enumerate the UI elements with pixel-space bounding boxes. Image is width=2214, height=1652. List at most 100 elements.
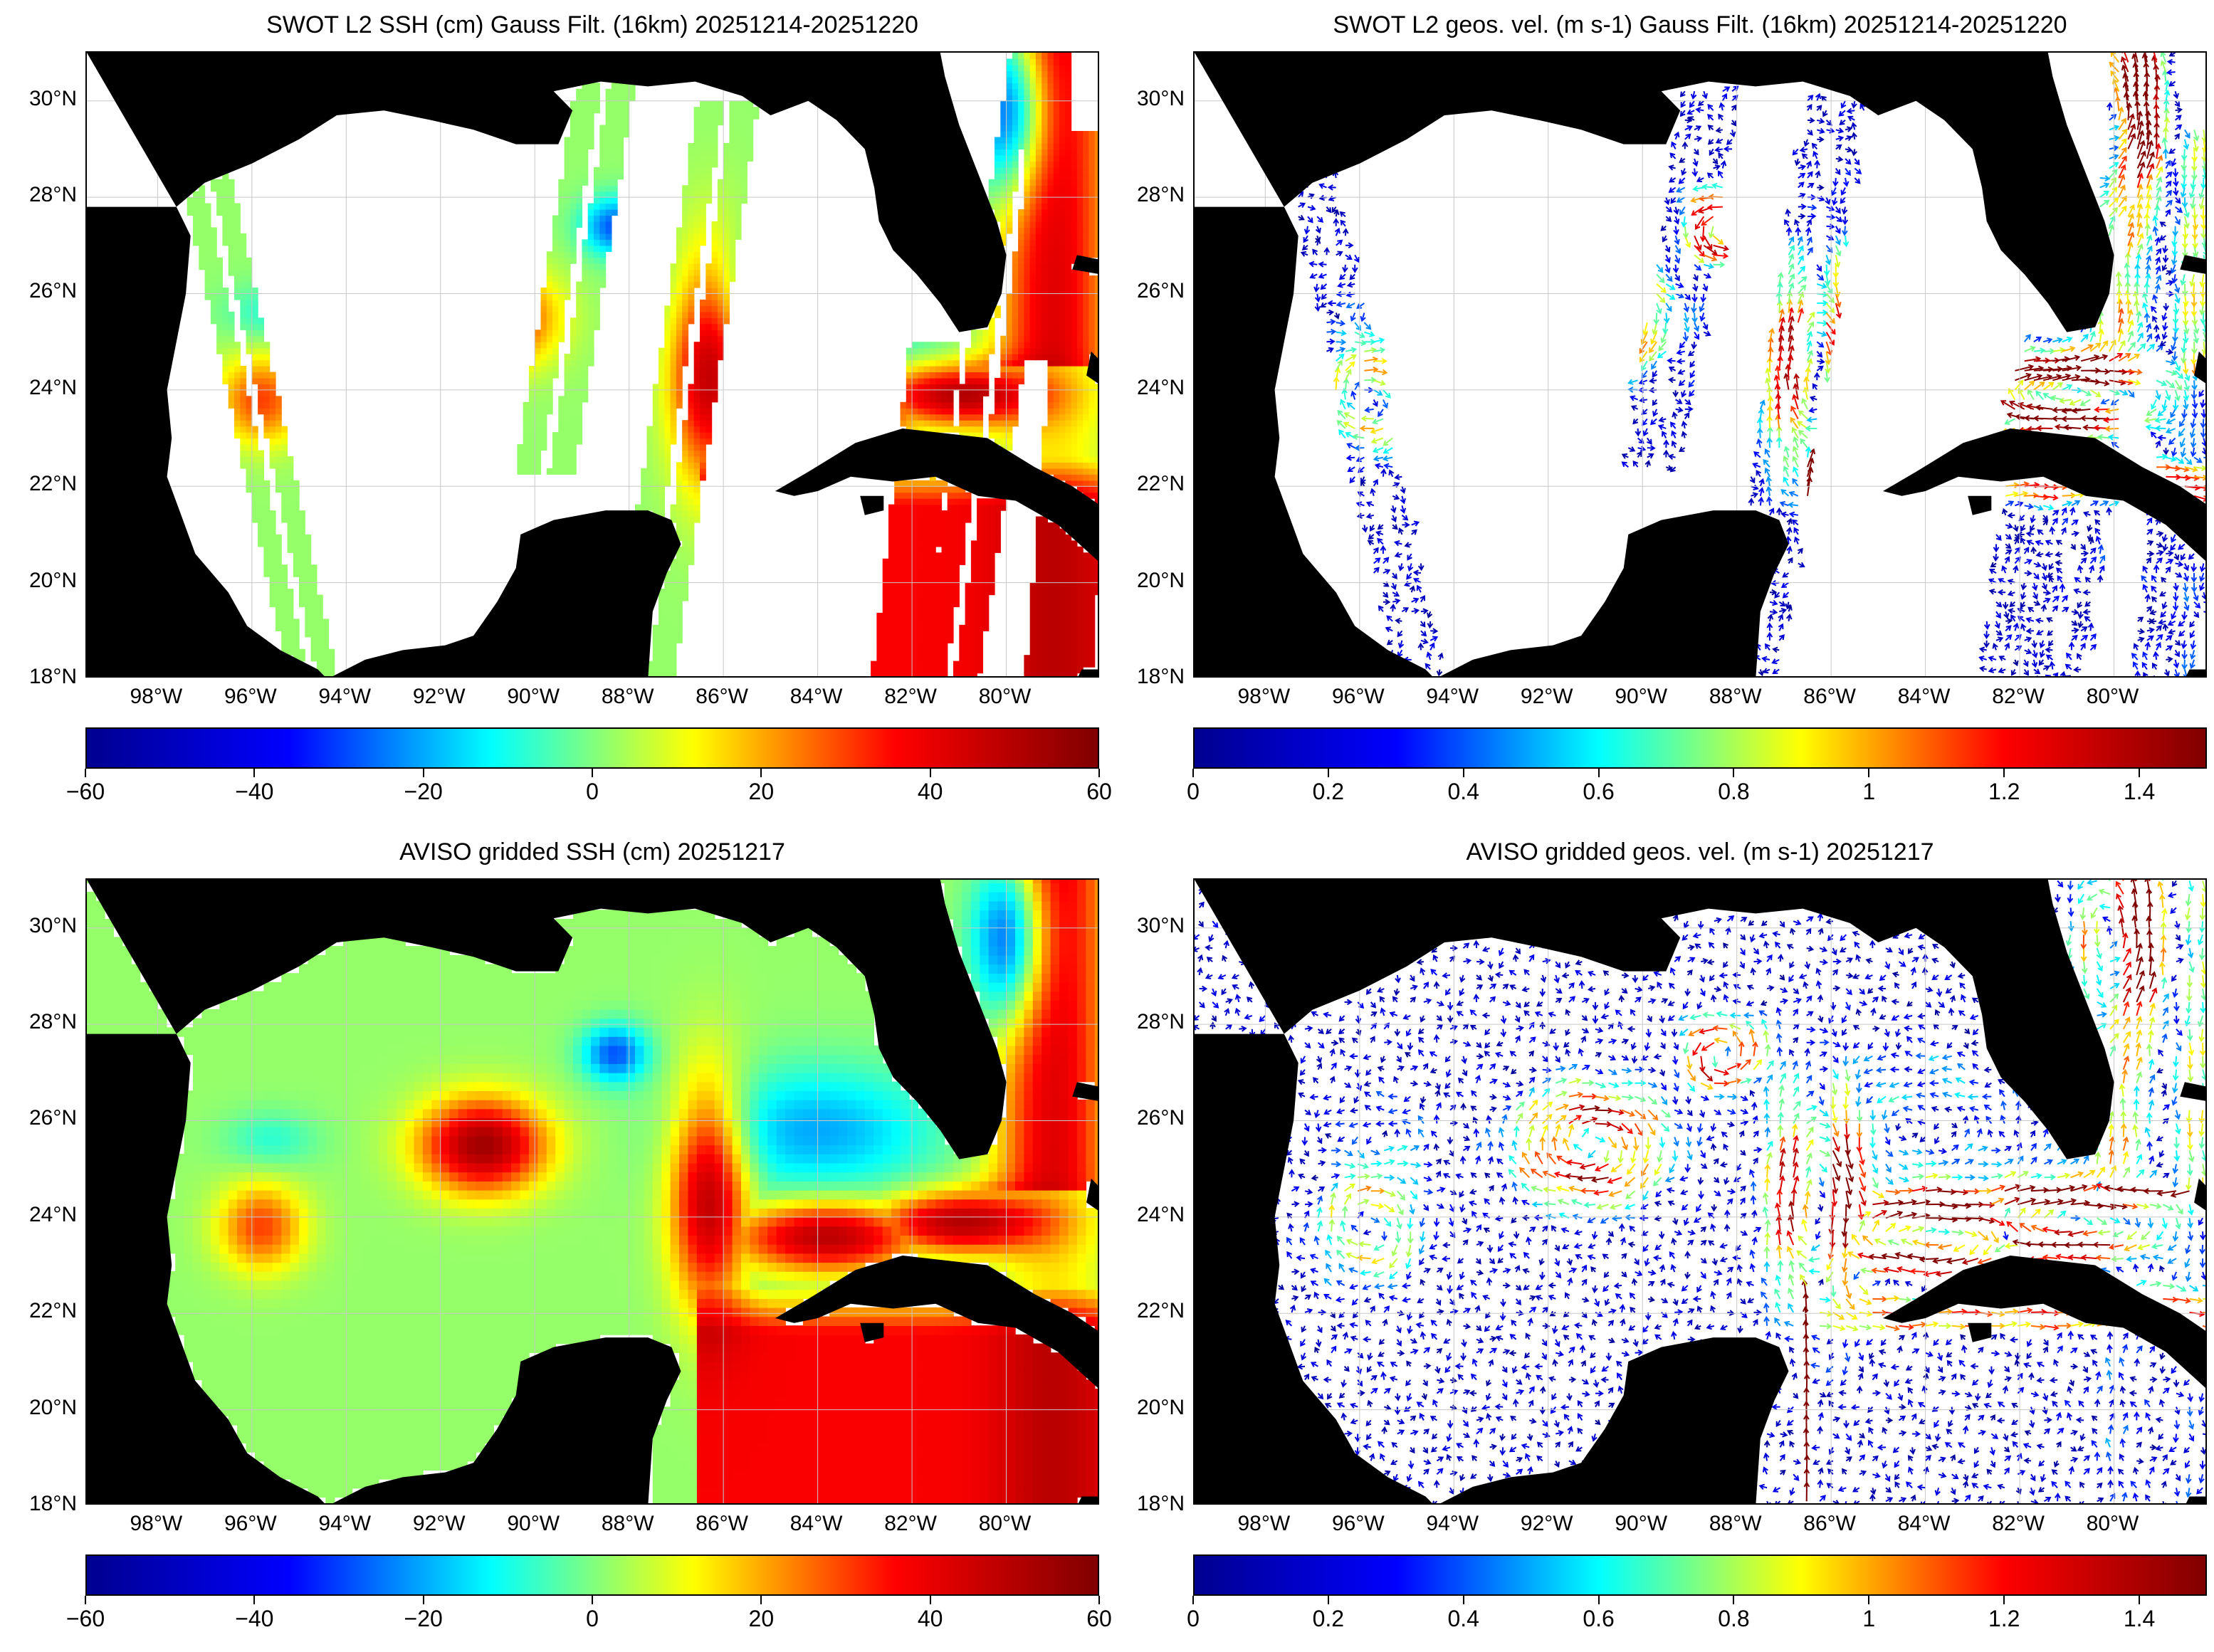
velocity-arrow bbox=[1832, 1110, 1838, 1123]
velocity-arrow bbox=[2002, 601, 2009, 610]
velocity-arrow bbox=[1960, 1374, 1966, 1381]
velocity-arrow bbox=[1812, 1347, 1820, 1354]
velocity-arrow bbox=[1911, 981, 1917, 989]
velocity-arrow bbox=[1354, 381, 1360, 391]
velocity-arrow bbox=[1402, 522, 1410, 528]
velocity-arrow bbox=[2193, 601, 2201, 609]
velocity-arrow bbox=[1630, 1009, 1636, 1016]
velocity-arrow bbox=[2109, 941, 2118, 949]
velocity-arrow bbox=[2183, 1379, 2191, 1387]
velocity-arrow bbox=[2136, 140, 2146, 159]
velocity-arrow bbox=[1923, 1270, 1939, 1278]
velocity-arrow bbox=[1938, 1322, 1952, 1330]
velocity-arrow bbox=[2122, 1332, 2129, 1340]
velocity-arrow bbox=[1825, 293, 1835, 303]
velocity-arrow bbox=[2156, 1231, 2164, 1241]
velocity-arrow bbox=[1869, 1110, 1877, 1121]
velocity-arrow bbox=[2032, 582, 2038, 591]
velocity-arrow bbox=[1710, 994, 1717, 1003]
velocity-arrow bbox=[2165, 566, 2171, 574]
velocity-arrow bbox=[1573, 1322, 1583, 1329]
velocity-arrow bbox=[2002, 1385, 2009, 1394]
velocity-arrow bbox=[2123, 1217, 2131, 1226]
colorbar-tick-label: 0.8 bbox=[1718, 1606, 1750, 1631]
velocity-arrow bbox=[1445, 988, 1451, 996]
velocity-arrow bbox=[2031, 659, 2038, 668]
lat-tick-label: 18°N bbox=[1136, 1492, 1185, 1515]
velocity-arrow bbox=[1775, 1274, 1781, 1286]
velocity-arrow bbox=[1644, 1137, 1652, 1150]
velocity-arrow bbox=[1841, 1258, 1848, 1273]
velocity-arrow bbox=[2137, 628, 2146, 635]
velocity-arrow bbox=[1475, 1258, 1481, 1265]
lat-tick-label: 18°N bbox=[28, 1492, 77, 1515]
velocity-arrow bbox=[1657, 1150, 1663, 1163]
velocity-arrow bbox=[2191, 342, 2198, 354]
velocity-arrow bbox=[1868, 1253, 1887, 1261]
velocity-arrow bbox=[1778, 1111, 1784, 1124]
velocity-arrow bbox=[2182, 332, 2189, 344]
velocity-arrow bbox=[1356, 302, 1365, 309]
velocity-arrow bbox=[1406, 1271, 1412, 1280]
lat-tick-label: 28°N bbox=[28, 1010, 77, 1034]
velocity-arrow bbox=[1521, 1364, 1530, 1370]
velocity-arrow bbox=[1934, 1122, 1939, 1130]
velocity-arrow bbox=[1460, 1103, 1467, 1110]
velocity-arrow bbox=[1463, 1432, 1471, 1438]
velocity-arrow bbox=[2047, 640, 2054, 647]
velocity-arrow bbox=[2199, 582, 2205, 591]
velocity-arrow bbox=[2060, 670, 2066, 676]
colorbar-tick-label: 0 bbox=[1187, 1606, 1200, 1631]
velocity-arrow bbox=[2005, 522, 2013, 529]
velocity-arrow bbox=[1530, 1169, 1543, 1179]
velocity-arrow bbox=[1823, 264, 1830, 276]
velocity-arrow bbox=[1674, 245, 1681, 255]
velocity-arrow bbox=[1374, 1283, 1385, 1290]
velocity-arrow bbox=[1410, 1338, 1418, 1344]
velocity-arrow bbox=[1363, 1229, 1371, 1236]
velocity-arrow bbox=[2130, 880, 2138, 895]
velocity-arrow bbox=[1542, 1078, 1552, 1084]
velocity-arrow bbox=[1429, 642, 1435, 651]
velocity-arrow bbox=[1747, 1298, 1755, 1303]
velocity-arrow bbox=[1313, 1235, 1320, 1246]
velocity-arrow bbox=[1300, 251, 1308, 257]
velocity-arrow bbox=[1763, 1085, 1770, 1097]
velocity-arrow bbox=[1911, 1185, 1928, 1192]
velocity-arrow bbox=[1462, 1122, 1470, 1129]
land-mass bbox=[87, 53, 1098, 676]
velocity-arrow bbox=[1499, 1196, 1506, 1205]
velocity-arrow bbox=[1714, 986, 1722, 992]
velocity-arrow bbox=[2154, 416, 2166, 423]
velocity-arrow bbox=[1430, 628, 1439, 634]
velocity-arrow bbox=[1198, 920, 1204, 927]
velocity-arrow bbox=[1804, 961, 1810, 970]
velocity-arrow bbox=[2161, 1033, 2168, 1043]
velocity-arrow bbox=[1794, 219, 1800, 227]
velocity-arrow bbox=[1308, 261, 1318, 268]
velocity-arrow bbox=[2155, 1445, 2163, 1451]
velocity-arrow bbox=[1501, 1366, 1508, 1374]
velocity-arrow bbox=[1679, 446, 1686, 452]
velocity-arrow bbox=[1516, 1456, 1523, 1463]
velocity-arrow bbox=[1798, 213, 1806, 220]
velocity-arrow bbox=[1766, 475, 1772, 487]
velocity-arrow bbox=[2175, 107, 2183, 113]
velocity-arrow bbox=[2155, 256, 2161, 265]
velocity-arrow bbox=[1761, 920, 1768, 927]
velocity-arrow bbox=[2048, 563, 2055, 571]
velocity-arrow bbox=[1609, 1204, 1622, 1210]
velocity-arrow bbox=[1300, 1056, 1306, 1064]
velocity-arrow bbox=[1763, 1452, 1770, 1461]
velocity-arrow bbox=[2156, 542, 2163, 548]
velocity-arrow bbox=[1648, 1067, 1657, 1073]
velocity-arrow bbox=[1555, 1185, 1570, 1192]
velocity-arrow bbox=[1521, 1152, 1531, 1164]
velocity-arrow bbox=[1384, 1145, 1395, 1152]
velocity-arrow bbox=[1629, 1225, 1636, 1232]
velocity-arrow bbox=[1383, 582, 1390, 587]
velocity-arrow bbox=[1570, 1199, 1583, 1206]
velocity-arrow bbox=[1581, 1278, 1588, 1286]
velocity-arrow bbox=[1712, 235, 1724, 245]
velocity-arrow bbox=[1673, 206, 1679, 215]
